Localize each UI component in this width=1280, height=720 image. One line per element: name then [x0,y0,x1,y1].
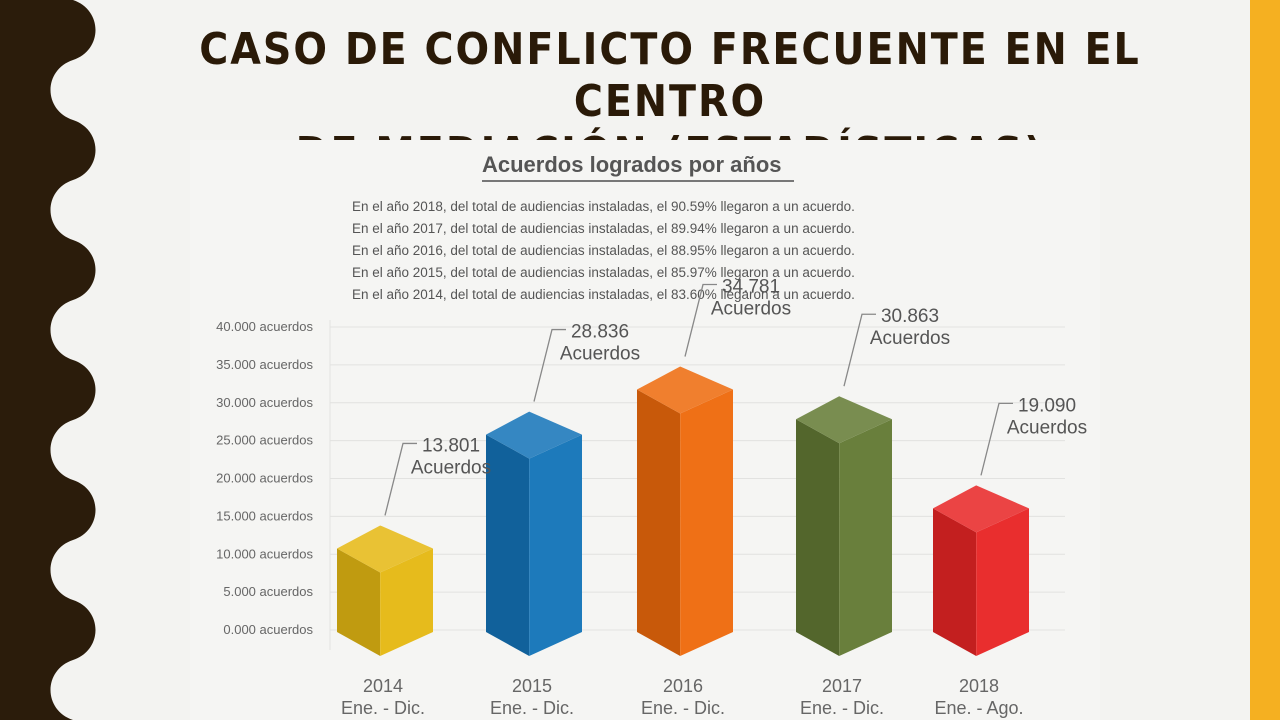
bar-2016 [637,366,733,656]
data-label-value: 13.801 [422,435,480,456]
bar-left-face [486,434,530,656]
category-year: 2015 [512,676,552,696]
y-tick-label: 30.000 acuerdos [216,395,313,410]
category-year: 2016 [663,676,703,696]
bar-top-face [637,366,733,414]
bar-top-face [796,396,892,444]
slide-title-line-1: Caso de conflicto frecuente en el Centro [199,24,1141,127]
y-axis: 0.000 acuerdos 5.000 acuerdos 10.000 acuer… [216,319,313,637]
bar-right-face [529,434,582,656]
note-line-2016: En el año 2016, del total de audiencias … [352,243,855,258]
bar-right-face [380,548,433,656]
wavy-band-shape [0,0,96,720]
data-label-leader [980,402,1013,476]
category-period: Ene. - Dic. [490,698,574,718]
bar-2017 [796,396,892,656]
y-tick-label: 20.000 acuerdos [216,471,313,486]
data-label-value: 19.090 [1018,395,1076,416]
y-tick-label: 15.000 acuerdos [216,508,313,523]
bar-left-face [637,389,681,656]
bar-right-face [976,508,1029,656]
y-tick-label: 40.000 acuerdos [216,319,313,334]
bar-2014 [337,525,433,656]
bar-right-face [680,389,733,656]
data-label-unit: Acuerdos [1007,417,1087,438]
y-tick-label: 35.000 acuerdos [216,357,313,372]
data-label-leader [384,442,417,516]
right-accent-band [1250,0,1280,720]
data-label-value: 30.863 [881,306,939,327]
note-line-2015: En el año 2015, del total de audiencias … [352,265,855,280]
data-label-unit: Acuerdos [711,299,791,320]
category-period: Ene. - Dic. [641,698,725,718]
y-tick-label: 10.000 acuerdos [216,546,313,561]
bar-2015 [486,411,582,656]
notes-block: En el año 2018, del total de audiencias … [352,199,855,302]
y-tick-label: 25.000 acuerdos [216,433,313,448]
data-label-unit: Acuerdos [870,328,950,349]
bar-top-face [486,411,582,459]
category-period: Ene. - Dic. [800,698,884,718]
y-tick-label: 5.000 acuerdos [223,584,313,599]
bar-left-face [337,548,381,656]
data-labels: 13.801Acuerdos28.836Acuerdos34.781Acuerd… [384,277,1087,516]
data-label-unit: Acuerdos [411,457,491,478]
chart-title-text: Acuerdos logrados por años [482,152,782,177]
category-year: 2018 [959,676,999,696]
data-label-leader [684,283,717,357]
bars [337,366,1029,656]
category-period: Ene. - Ago. [934,698,1023,718]
bar-left-face [933,508,977,656]
category-period: Ene. - Dic. [341,698,425,718]
bar-top-face [933,485,1029,533]
data-label-value: 28.836 [571,322,629,343]
bar-top-face [337,525,433,573]
data-label-unit: Acuerdos [560,344,640,365]
data-label-leader [533,328,566,402]
bar-left-face [796,419,840,656]
category-year: 2014 [363,676,403,696]
data-label-leader [843,313,876,387]
left-wavy-band [0,0,96,720]
chart-title: Acuerdos logrados por años [482,152,794,182]
y-tick-label: 0.000 acuerdos [223,622,313,637]
data-label-value: 34.781 [722,277,780,298]
note-line-2018: En el año 2018, del total de audiencias … [352,199,855,214]
note-line-2014: En el año 2014, del total de audiencias … [352,287,855,302]
bar-2018 [933,485,1029,656]
note-line-2017: En el año 2017, del total de audiencias … [352,221,855,236]
bar-right-face [839,419,892,656]
category-year: 2017 [822,676,862,696]
